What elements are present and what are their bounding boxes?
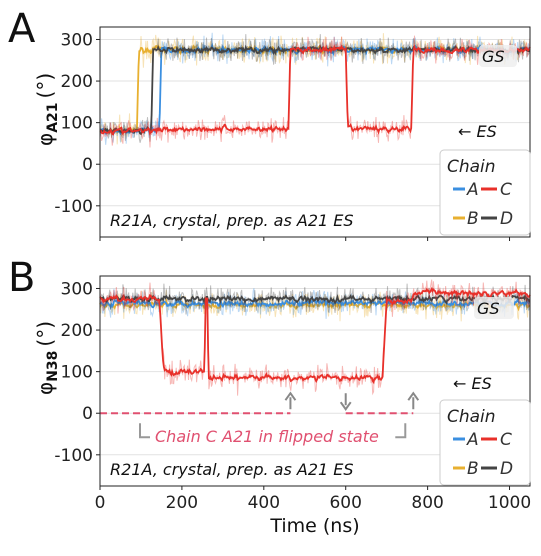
panel-a-es-label: ← ES (458, 122, 497, 141)
flip-arrow-head (284, 391, 297, 401)
panel-a-legend-b: B (467, 209, 479, 229)
x-tick-label: 200 (166, 493, 198, 513)
x-tick-label: 0 (95, 493, 106, 513)
panel-b-series (99, 279, 531, 396)
flip-state-label: Chain C A21 in flipped state (155, 427, 379, 446)
panel-a-y-label-sub: A21 (45, 102, 61, 132)
panel-a-letter: A (8, 6, 36, 52)
panel-b-y-label-unit: (°) (33, 321, 57, 347)
panel-a-y-label-main: φ (33, 133, 57, 146)
panel-b-gs-label: GS (477, 299, 500, 318)
x-tick-label: 1000 (488, 493, 531, 513)
series-D-line (99, 293, 531, 305)
panel-b-x-ticks: 0 200 400 600 800 1000 (95, 486, 531, 513)
panel-a-y-label-unit: (°) (33, 73, 57, 99)
panel-b-es-label: ← ES (453, 374, 492, 393)
y-tick-label: 200 (61, 321, 93, 341)
panel-b-legend-d: D (500, 459, 513, 479)
x-tick-label: 400 (248, 493, 280, 513)
panel-b-letter: B (8, 255, 35, 301)
panel-a-gs-box (479, 45, 517, 67)
panel-b-legend: Chain A C B D (439, 399, 531, 486)
panel-a-legend-c: C (500, 180, 512, 200)
y-tick-label: 100 (61, 114, 93, 134)
panel-a-series (99, 32, 531, 148)
panel-b-legend-a: A (466, 430, 479, 450)
panel-a-x-ticks (99, 237, 511, 241)
y-tick-label: -100 (54, 197, 93, 217)
x-tick-label: 600 (329, 493, 361, 513)
panel-b-y-ticks: -100 0 100 200 300 (54, 279, 100, 466)
panel-b: B -100 0 100 200 300 0 200 400 600 800 1000 φN38 (… (8, 255, 531, 537)
panel-a-legend-a: A (466, 180, 479, 200)
y-tick-label: 200 (61, 72, 93, 92)
panel-a-legend: Chain A C B D (439, 149, 531, 236)
panel-b-y-label-main: φ (33, 382, 57, 395)
series-C-line (99, 44, 531, 136)
panel-b-y-label-sub: N38 (45, 351, 61, 382)
panel-a-y-label: φA21 (°) (33, 73, 61, 146)
panel-a-frame (99, 26, 531, 238)
y-tick-label: -100 (54, 446, 93, 466)
panel-b-gs-box (474, 297, 514, 319)
flip-bracket-left (139, 423, 150, 439)
panel-a: A -100 0 100 200 300 φA21 (°) R21A, crystal, … (8, 6, 531, 241)
panel-a-annotation: R21A, crystal, prep. as A21 ES (110, 211, 354, 230)
panel-b-legend-c: C (500, 430, 512, 450)
panel-b-frame (99, 275, 531, 487)
panel-b-legend-b: B (467, 459, 479, 479)
y-tick-label: 300 (61, 30, 93, 50)
panel-a-legend-title: Chain (447, 157, 496, 177)
panel-b-y-label: φN38 (°) (33, 321, 61, 395)
panel-a-legend-d: D (500, 209, 513, 229)
panel-a-gs-label: GS (482, 47, 505, 66)
y-tick-label: 0 (82, 404, 93, 424)
flip-arrow-head (407, 391, 420, 401)
panel-a-y-ticks: -100 0 100 200 300 (54, 30, 100, 217)
panel-b-legend-title: Chain (447, 407, 496, 427)
flip-arrow-head (339, 401, 352, 411)
panel-b-legend-box (439, 399, 531, 486)
panel-b-annotation: R21A, crystal, prep. as A21 ES (110, 460, 354, 479)
series-C-line (99, 286, 531, 385)
y-tick-label: 0 (82, 155, 93, 175)
x-tick-label: 800 (411, 493, 443, 513)
y-tick-label: 100 (61, 363, 93, 383)
y-tick-label: 300 (61, 279, 93, 299)
x-axis-label: Time (ns) (269, 515, 359, 537)
panel-b-flip-markers (100, 391, 420, 439)
flip-bracket-right (395, 423, 407, 439)
panel-a-legend-box (439, 149, 531, 236)
